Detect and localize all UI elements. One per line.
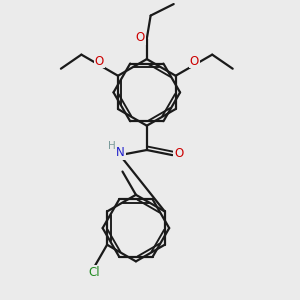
Text: O: O (174, 147, 183, 160)
Text: Cl: Cl (88, 266, 100, 279)
Text: O: O (136, 31, 145, 44)
Text: O: O (190, 55, 199, 68)
Text: N: N (116, 146, 125, 159)
Text: O: O (95, 55, 104, 68)
Text: H: H (108, 141, 116, 151)
